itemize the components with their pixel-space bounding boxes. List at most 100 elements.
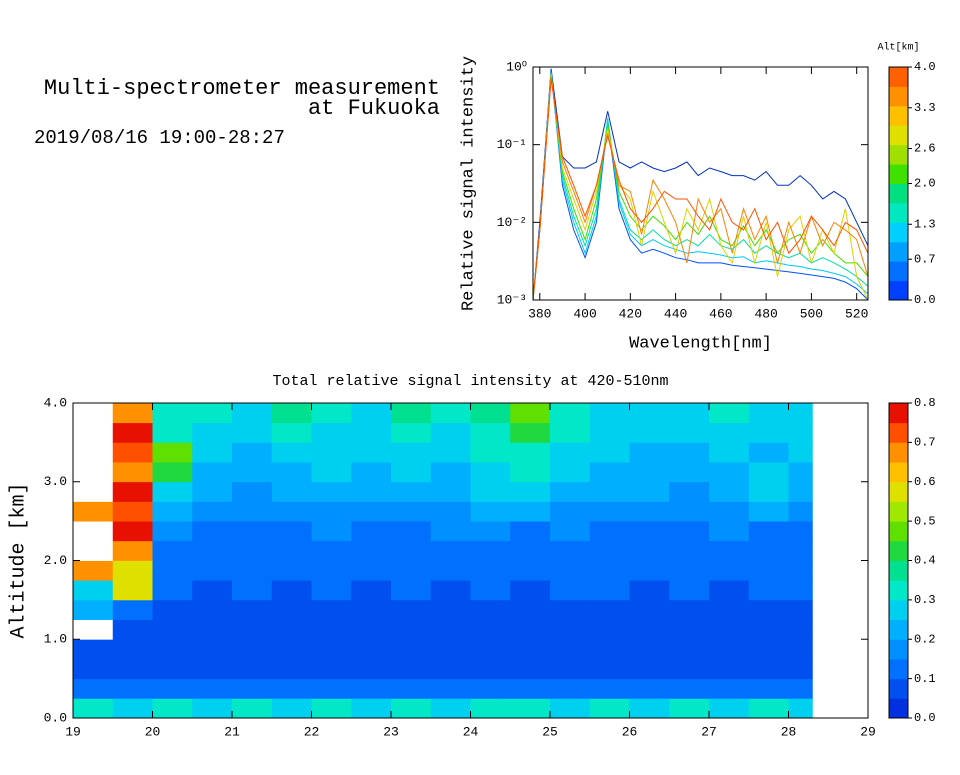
heat-cell xyxy=(112,698,153,719)
heat-cell xyxy=(271,540,312,561)
heat-cell xyxy=(748,639,789,660)
heat-cell xyxy=(748,540,789,561)
x-tick-label: 26 xyxy=(622,724,638,739)
y-axis-label: Relative signal intensity xyxy=(459,56,478,311)
heat-cell xyxy=(629,580,670,601)
heat-cell xyxy=(232,619,273,640)
heat-cell xyxy=(192,658,233,680)
heat-cell xyxy=(629,422,670,443)
heat-cell xyxy=(470,580,511,601)
heat-cell xyxy=(152,678,193,699)
spectrum-line xyxy=(532,68,869,301)
colorbar-swatch xyxy=(889,105,908,126)
x-tick-label: 480 xyxy=(754,306,777,321)
heat-cell xyxy=(669,521,710,542)
heat-cell xyxy=(589,442,630,463)
heat-cell xyxy=(430,462,471,483)
heat-cell xyxy=(430,619,471,640)
heat-cell xyxy=(73,442,114,463)
heat-cell xyxy=(391,540,432,561)
heat-cell xyxy=(311,639,352,660)
heat-cell xyxy=(510,639,551,660)
heat-cell xyxy=(311,403,352,424)
heat-cell xyxy=(152,599,193,620)
heat-cell xyxy=(112,580,153,601)
colorbar-swatch xyxy=(889,67,908,87)
heat-cell xyxy=(351,521,392,542)
heat-cell xyxy=(470,599,511,620)
heat-cell xyxy=(709,698,750,719)
heat-cell xyxy=(152,481,193,502)
heat-cell xyxy=(669,462,710,483)
heat-cell xyxy=(669,560,710,581)
heat-cell xyxy=(709,442,750,463)
heat-cell xyxy=(232,540,273,561)
heat-cell xyxy=(192,481,233,502)
heat-cell xyxy=(73,678,114,699)
heat-cell xyxy=(470,639,511,660)
heat-cell xyxy=(589,560,630,581)
colorbar-tick-label: 0.5 xyxy=(914,514,936,528)
heat-cell xyxy=(391,639,432,660)
heat-cell xyxy=(589,501,630,522)
colorbar-tick-label: 0.0 xyxy=(914,293,936,307)
colorbar-swatch xyxy=(889,639,908,660)
heat-cell xyxy=(430,481,471,502)
heat-cell xyxy=(510,462,551,483)
heat-cell xyxy=(510,560,551,581)
colorbar-swatch xyxy=(889,261,908,282)
colorbar-tick-label: 0.8 xyxy=(914,396,936,410)
heat-cell xyxy=(470,442,511,463)
heat-cell xyxy=(351,560,392,581)
heat-cell xyxy=(391,560,432,581)
colorbar-tick-label: 0.0 xyxy=(914,711,936,725)
heat-cell xyxy=(709,521,750,542)
colorbar-swatch xyxy=(889,125,908,146)
heat-cell xyxy=(73,540,114,561)
spectrum-line xyxy=(532,72,869,301)
colorbar-swatch xyxy=(889,86,908,107)
heat-cell xyxy=(271,580,312,601)
heat-cell xyxy=(629,599,670,620)
heat-cell xyxy=(152,619,193,640)
heat-cell xyxy=(470,422,511,443)
colorbar-swatch xyxy=(889,442,908,463)
heat-cell xyxy=(351,658,392,680)
heat-cell xyxy=(629,442,670,463)
heat-cell xyxy=(192,521,233,542)
heat-cell xyxy=(589,678,630,699)
heat-cell xyxy=(73,501,114,522)
heat-cell xyxy=(351,639,392,660)
header-date: 2019/08/16 19:00-28:27 xyxy=(34,127,285,149)
heat-cell xyxy=(470,481,511,502)
spectrum-line xyxy=(532,72,869,301)
heat-cell xyxy=(788,560,813,581)
x-tick-label: 29 xyxy=(860,724,876,739)
heat-cell xyxy=(629,678,670,699)
heat-cell xyxy=(271,599,312,620)
colorbar-swatch xyxy=(889,422,908,443)
heat-cell xyxy=(510,501,551,522)
heat-cell xyxy=(748,442,789,463)
heat-cell xyxy=(152,658,193,680)
heat-cell xyxy=(232,560,273,581)
x-tick-label: 380 xyxy=(528,306,551,321)
x-tick-label: 28 xyxy=(781,724,797,739)
heat-cell xyxy=(510,678,551,699)
heat-cell xyxy=(788,540,813,561)
heat-cell xyxy=(73,619,114,640)
y-tick-label: 2.0 xyxy=(44,553,67,568)
heat-cell xyxy=(271,442,312,463)
colorbar-label: Alt[km] xyxy=(877,42,919,54)
heat-cell xyxy=(232,501,273,522)
colorbar-swatch xyxy=(889,222,908,243)
heat-cell xyxy=(629,521,670,542)
heat-cell xyxy=(510,521,551,542)
y-tick-label: 0.0 xyxy=(44,710,67,725)
colorbar-swatch xyxy=(889,403,908,424)
x-tick-label: 25 xyxy=(542,724,558,739)
x-tick-label: 22 xyxy=(304,724,320,739)
heat-cell xyxy=(311,481,352,502)
heat-cell xyxy=(152,462,193,483)
heat-cell xyxy=(788,599,813,620)
